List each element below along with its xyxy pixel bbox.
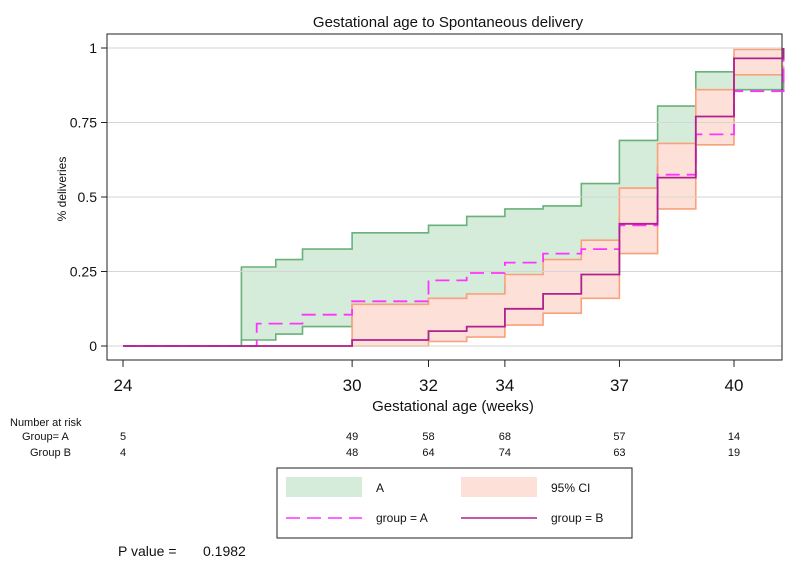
x-tick-label: 32 — [419, 376, 438, 395]
y-tick-label: 0 — [89, 338, 97, 354]
y-axis-label: % deliveries — [55, 157, 69, 222]
p-value: 0.1982 — [203, 543, 246, 559]
risk-value: 57 — [613, 431, 626, 443]
y-tick-label: 0.25 — [70, 264, 97, 280]
x-tick-label: 34 — [495, 376, 514, 395]
y-tick-label: 1 — [89, 40, 97, 56]
y-tick-label: 0.75 — [70, 115, 97, 131]
risk-table-heading: Number at risk — [10, 417, 82, 429]
risk-value: 58 — [422, 431, 435, 443]
gridlines — [107, 47, 782, 347]
risk-value: 64 — [422, 447, 435, 459]
risk-value: 63 — [613, 447, 626, 459]
risk-value: 14 — [727, 431, 741, 443]
legend-label-group-a: group = A — [376, 511, 428, 525]
risk-value: 48 — [346, 447, 359, 459]
risk-value: 4 — [119, 447, 127, 459]
legend: A 95% CI group = A group = B — [276, 467, 633, 539]
risk-value: 5 — [119, 431, 127, 443]
x-tick-label: 24 — [114, 376, 133, 395]
risk-value: 49 — [346, 431, 359, 443]
risk-value: 19 — [727, 447, 741, 459]
x-tick-label: 37 — [610, 376, 629, 395]
series-line-group-b — [123, 48, 785, 347]
risk-value: 74 — [498, 447, 511, 459]
legend-swatch-band-a — [286, 477, 362, 497]
risk-row-label-a: Group= A — [22, 431, 69, 443]
ci-band-upper-edge-b — [123, 48, 785, 347]
x-tick-label: 30 — [343, 376, 362, 395]
ci-band-lower-edge-b — [123, 65, 785, 347]
risk-row-label-b: Group B — [30, 447, 71, 459]
y-tick-label: 0.5 — [78, 189, 98, 205]
legend-label-ci: 95% CI — [551, 481, 590, 495]
x-axis-label: Gestational age (weeks) — [372, 398, 534, 415]
p-value-label: P value = — [118, 543, 177, 559]
chart-title: Gestational age to Spontaneous delivery — [313, 14, 584, 31]
legend-swatch-ci — [461, 477, 537, 497]
x-tick-label: 40 — [725, 376, 744, 395]
legend-label-a: A — [376, 481, 384, 495]
risk-value: 68 — [498, 431, 511, 443]
axes: 0 0.25 0.5 0.75 1 24 30 32 34 37 40 — [70, 40, 744, 395]
legend-label-group-b: group = B — [551, 511, 603, 525]
step-lines — [123, 48, 785, 347]
